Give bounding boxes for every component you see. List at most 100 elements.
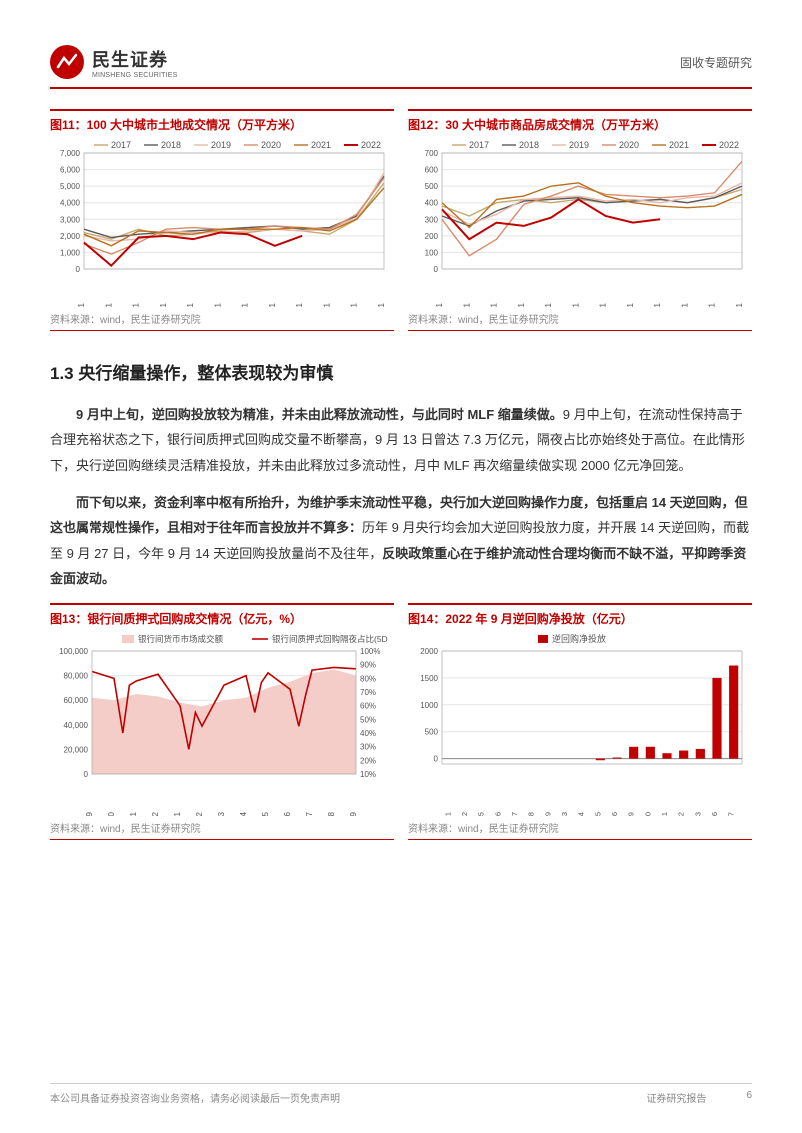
chart-12-title: 图12：30 大中城市商品房成交情况（万平方米） xyxy=(408,109,752,133)
page-footer: 本公司具备证券投资咨询业务资格，请务必阅读最后一页免责声明 证券研究报告 6 xyxy=(50,1083,752,1105)
svg-text:12-01: 12-01 xyxy=(735,302,744,307)
svg-text:2017: 2017 xyxy=(469,140,489,150)
svg-text:100%: 100% xyxy=(360,647,380,656)
svg-text:1000: 1000 xyxy=(420,701,438,710)
page-header: 民生证券 MINSHENG SECURITIES 固收专题研究 xyxy=(50,45,752,89)
svg-text:2021/09: 2021/09 xyxy=(85,812,94,817)
svg-text:11-01: 11-01 xyxy=(708,302,717,307)
para-1: 9 月中上旬，逆回购投放较为精准，并未由此释放流动性，与此同时 MLF 缩量续做… xyxy=(50,402,752,478)
svg-text:50%: 50% xyxy=(360,716,376,725)
page-number: 6 xyxy=(746,1090,752,1105)
chart-11-svg: 20172018201920202021202201,0002,0003,000… xyxy=(50,137,390,307)
svg-text:700: 700 xyxy=(425,149,439,158)
svg-text:2022: 2022 xyxy=(719,140,739,150)
chart-13-source: 资料来源：wind，民生证券研究院 xyxy=(50,820,394,840)
svg-text:12-01: 12-01 xyxy=(377,302,386,307)
svg-text:0: 0 xyxy=(434,755,439,764)
svg-text:2021: 2021 xyxy=(669,140,689,150)
svg-text:100,000: 100,000 xyxy=(59,647,88,656)
svg-text:20%: 20% xyxy=(360,757,376,766)
svg-text:2022/09/19: 2022/09/19 xyxy=(627,812,636,816)
svg-text:01-01: 01-01 xyxy=(77,302,86,307)
svg-text:100: 100 xyxy=(425,248,439,257)
svg-text:2022/01: 2022/01 xyxy=(173,812,182,817)
svg-text:0: 0 xyxy=(76,265,81,274)
chart-11: 图11：100 大中城市土地成交情况（万平方米） 201720182019202… xyxy=(50,109,394,331)
svg-text:400: 400 xyxy=(425,199,439,208)
svg-text:2022/03: 2022/03 xyxy=(217,812,226,817)
chart-11-title: 图11：100 大中城市土地成交情况（万平方米） xyxy=(50,109,394,133)
logo-icon xyxy=(50,45,84,79)
company-name-cn: 民生证券 xyxy=(92,46,177,72)
svg-text:2022/09/26: 2022/09/26 xyxy=(710,812,719,816)
svg-text:2022/09/16: 2022/09/16 xyxy=(610,812,619,816)
company-name-en: MINSHENG SECURITIES xyxy=(92,72,177,79)
svg-text:2,000: 2,000 xyxy=(60,232,81,241)
chart-12-svg: 2017201820192020202120220100200300400500… xyxy=(408,137,748,307)
svg-text:2018: 2018 xyxy=(161,140,181,150)
svg-text:40,000: 40,000 xyxy=(64,721,89,730)
svg-text:02-01: 02-01 xyxy=(462,302,471,307)
svg-text:2022/09/14: 2022/09/14 xyxy=(577,812,586,816)
svg-text:2022/09/21: 2022/09/21 xyxy=(660,812,669,816)
svg-text:60,000: 60,000 xyxy=(64,697,89,706)
svg-text:2022/04: 2022/04 xyxy=(239,812,248,817)
svg-text:1500: 1500 xyxy=(420,674,438,683)
svg-text:03-01: 03-01 xyxy=(490,302,499,307)
svg-text:300: 300 xyxy=(425,215,439,224)
svg-text:7,000: 7,000 xyxy=(60,149,81,158)
svg-text:2022/09/05: 2022/09/05 xyxy=(477,812,486,816)
svg-text:2022/09/15: 2022/09/15 xyxy=(593,812,602,816)
svg-text:2022/09/01: 2022/09/01 xyxy=(443,812,452,816)
chart-14-title: 图14：2022 年 9 月逆回购净投放（亿元） xyxy=(408,603,752,627)
svg-text:07-01: 07-01 xyxy=(599,302,608,307)
svg-text:2017: 2017 xyxy=(111,140,131,150)
para-2: 而下旬以来，资金利率中枢有所抬升，为维护季末流动性平稳，央行加大逆回购操作力度，… xyxy=(50,490,752,591)
section-1-3-title: 1.3 央行缩量操作，整体表现较为审慎 xyxy=(50,359,752,384)
svg-text:2022/09/08: 2022/09/08 xyxy=(527,812,536,816)
svg-text:1,000: 1,000 xyxy=(60,248,81,257)
svg-text:2022/09: 2022/09 xyxy=(349,812,358,817)
svg-text:10-01: 10-01 xyxy=(322,302,331,307)
svg-text:60%: 60% xyxy=(360,702,376,711)
svg-text:10-01: 10-01 xyxy=(680,302,689,307)
svg-text:2022/09/23: 2022/09/23 xyxy=(693,812,702,816)
svg-text:40%: 40% xyxy=(360,729,376,738)
svg-text:80%: 80% xyxy=(360,675,376,684)
svg-text:08-01: 08-01 xyxy=(626,302,635,307)
svg-text:09-01: 09-01 xyxy=(653,302,662,307)
svg-text:2018: 2018 xyxy=(519,140,539,150)
chart-13: 图13：银行间质押式回购成交情况（亿元，%） 银行间货币市场成交额银行间质押式回… xyxy=(50,603,394,840)
svg-text:2022/09/07: 2022/09/07 xyxy=(510,812,519,816)
svg-text:2022/06: 2022/06 xyxy=(283,812,292,817)
footer-label: 证券研究报告 xyxy=(646,1090,706,1105)
svg-text:600: 600 xyxy=(425,166,439,175)
svg-text:10%: 10% xyxy=(360,770,376,779)
chart-13-svg: 银行间货币市场成交额银行间质押式回购隔夜占比(5D MA，右)020,00040… xyxy=(50,631,390,816)
svg-text:2022/07: 2022/07 xyxy=(305,812,314,817)
svg-text:03-01: 03-01 xyxy=(132,302,141,307)
chart-12-source: 资料来源：wind，民生证券研究院 xyxy=(408,311,752,331)
svg-text:2021/10: 2021/10 xyxy=(107,812,116,817)
svg-text:01-01: 01-01 xyxy=(435,302,444,307)
svg-text:06-01: 06-01 xyxy=(571,302,580,307)
svg-text:2022/09/20: 2022/09/20 xyxy=(643,812,652,816)
footer-disclaimer: 本公司具备证券投资咨询业务资格，请务必阅读最后一页免责声明 xyxy=(50,1090,340,1105)
svg-text:08-01: 08-01 xyxy=(268,302,277,307)
svg-text:2022/09/22: 2022/09/22 xyxy=(677,812,686,816)
svg-text:0: 0 xyxy=(434,265,439,274)
svg-text:2020: 2020 xyxy=(619,140,639,150)
svg-text:5,000: 5,000 xyxy=(60,182,81,191)
svg-text:2022/09/27: 2022/09/27 xyxy=(727,812,736,816)
svg-text:2022/09/06: 2022/09/06 xyxy=(493,812,502,816)
svg-text:09-01: 09-01 xyxy=(295,302,304,307)
svg-text:04-01: 04-01 xyxy=(517,302,526,307)
svg-text:90%: 90% xyxy=(360,661,376,670)
svg-text:2022/09/13: 2022/09/13 xyxy=(560,812,569,816)
svg-text:2021: 2021 xyxy=(311,140,331,150)
svg-text:30%: 30% xyxy=(360,743,376,752)
svg-text:500: 500 xyxy=(425,182,439,191)
svg-text:2021/11: 2021/11 xyxy=(129,812,138,817)
svg-text:20,000: 20,000 xyxy=(64,746,89,755)
svg-text:06-01: 06-01 xyxy=(213,302,222,307)
